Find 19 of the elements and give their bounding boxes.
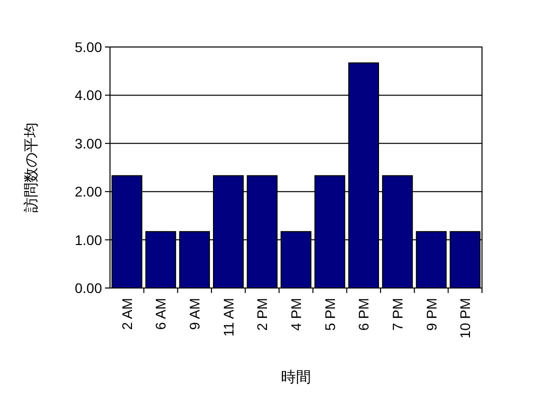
y-tick-label: 1.00 xyxy=(74,232,102,248)
x-tick-label: 2 PM xyxy=(254,298,270,331)
x-tick-label: 11 AM xyxy=(220,298,236,337)
y-tick-label: 2.00 xyxy=(74,184,102,200)
y-tick-label: 0.00 xyxy=(74,280,102,296)
x-tick-label: 6 PM xyxy=(356,298,372,331)
x-tick-label: 6 AM xyxy=(152,298,169,330)
y-tick-label: 3.00 xyxy=(74,135,102,152)
x-tick-label: 9 AM xyxy=(186,298,203,330)
x-tick-label: 9 PM xyxy=(423,298,440,331)
x-tick-label: 4 PM xyxy=(288,298,304,331)
x-axis-title: 時間 xyxy=(281,369,311,386)
y-axis-title: 訪問数の平均 xyxy=(23,122,40,212)
x-tick-label: 5 PM xyxy=(322,298,338,331)
x-tick-label: 10 PM xyxy=(457,298,474,338)
y-tick-label: 5.00 xyxy=(74,39,102,55)
y-tick-label: 4.00 xyxy=(74,87,102,104)
x-tick-label: 7 PM xyxy=(389,298,406,331)
x-tick-label: 2 AM xyxy=(118,298,135,330)
